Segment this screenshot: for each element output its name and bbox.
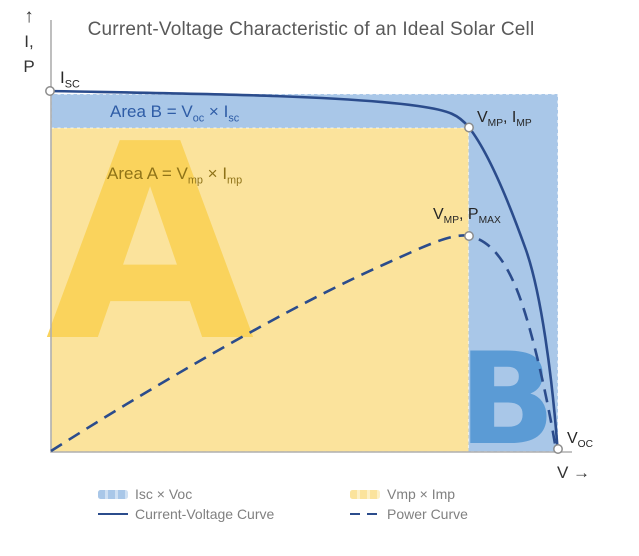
legend-label: Vmp × Imp: [387, 486, 456, 502]
vmp-imp-label: VMP, IMP: [477, 109, 532, 130]
watermark-letter-a: A: [46, 86, 257, 401]
legend-label: Current-Voltage Curve: [135, 506, 275, 522]
area-b-label: Area B = Voc × Isc: [110, 102, 240, 125]
area-a-region: [50, 127, 470, 453]
voc-point-marker: [553, 444, 563, 454]
legend-swatch-dashed-line: [350, 512, 380, 516]
vmp-pmax-point-marker: [464, 231, 474, 241]
voc-label: VOC: [567, 430, 594, 451]
chart-title: Current-Voltage Characteristic of an Ide…: [87, 19, 535, 40]
power-curve: [50, 234, 557, 453]
area-a-label: Area A = Vmp × Imp: [107, 164, 243, 187]
y-axis-label: ↑ I, P: [18, 4, 40, 79]
legend-label: Power Curve: [387, 506, 468, 522]
legend-label: Isc × Voc: [135, 486, 193, 502]
isc-point-marker: [45, 86, 55, 96]
legend-item-vmp-imp: Vmp × Imp: [350, 486, 455, 502]
vmp-imp-point-marker: [464, 122, 474, 133]
x-axis-label: V →: [557, 463, 591, 482]
axes-lines: [50, 20, 572, 453]
legend-item-isc-voc: Isc × Voc: [98, 486, 192, 502]
vmp-pmax-label: VMP, PMAX: [433, 206, 501, 227]
legend-item-current-voltage-curve: Current-Voltage Curve: [98, 506, 274, 522]
legend-swatch-blue-area: [98, 489, 128, 499]
y-axis-label-power: P: [23, 57, 35, 76]
legend-item-power-curve: Power Curve: [350, 506, 468, 522]
legend-swatch-yellow-area: [350, 489, 380, 499]
legend-swatch-solid-line: [98, 512, 128, 516]
y-axis-label-current: I,: [24, 32, 34, 51]
y-axis-arrow-icon: ↑: [24, 6, 34, 27]
isc-label: ISC: [60, 68, 80, 91]
watermark-letter-b: B: [459, 325, 556, 473]
